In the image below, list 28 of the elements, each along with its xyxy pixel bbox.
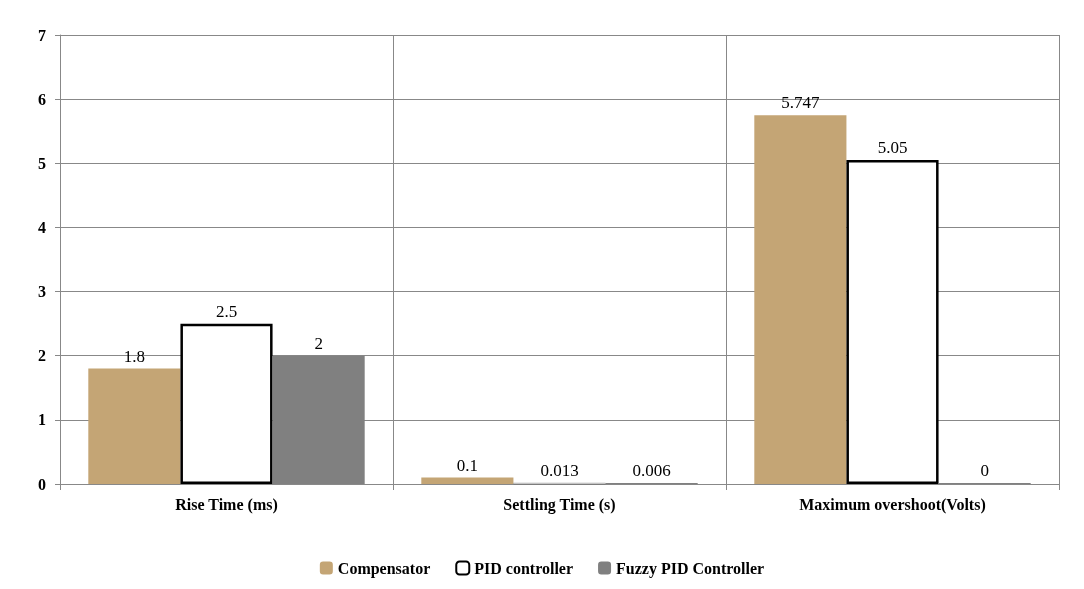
x-tick-label: Settling Time (s) <box>503 495 616 514</box>
x-tick-label: Rise Time (ms) <box>175 495 278 514</box>
bar <box>180 323 273 484</box>
y-tick-label: 1 <box>38 411 46 429</box>
y-tick-label: 2 <box>38 347 46 365</box>
y-tick-label: 0 <box>38 475 46 493</box>
data-label: 5.05 <box>877 138 908 158</box>
y-tick-label: 7 <box>38 26 46 44</box>
data-label: 0.006 <box>632 461 671 480</box>
data-label: 2.5 <box>215 301 238 321</box>
bar <box>846 160 939 484</box>
legend-label: Compensator <box>337 559 431 578</box>
x-tick-label: Maximum overshoot(Volts) <box>799 495 986 514</box>
y-tick-label: 6 <box>38 90 46 108</box>
bar <box>421 477 514 484</box>
data-label: 0.013 <box>540 461 579 480</box>
legend-label: Fuzzy PID Controller <box>616 559 765 578</box>
bar <box>754 115 847 484</box>
legend-label: PID controller <box>474 559 574 577</box>
data-label: 2 <box>314 333 323 353</box>
y-tick-label: 5 <box>38 154 46 172</box>
y-tick-label: 4 <box>38 218 46 236</box>
data-label: 1.8 <box>123 346 145 366</box>
data-label: 0 <box>980 461 989 480</box>
data-label: 0.1 <box>456 455 478 475</box>
bar <box>88 368 181 484</box>
y-tick-label: 3 <box>38 283 46 301</box>
data-label: 5.747 <box>781 93 820 113</box>
